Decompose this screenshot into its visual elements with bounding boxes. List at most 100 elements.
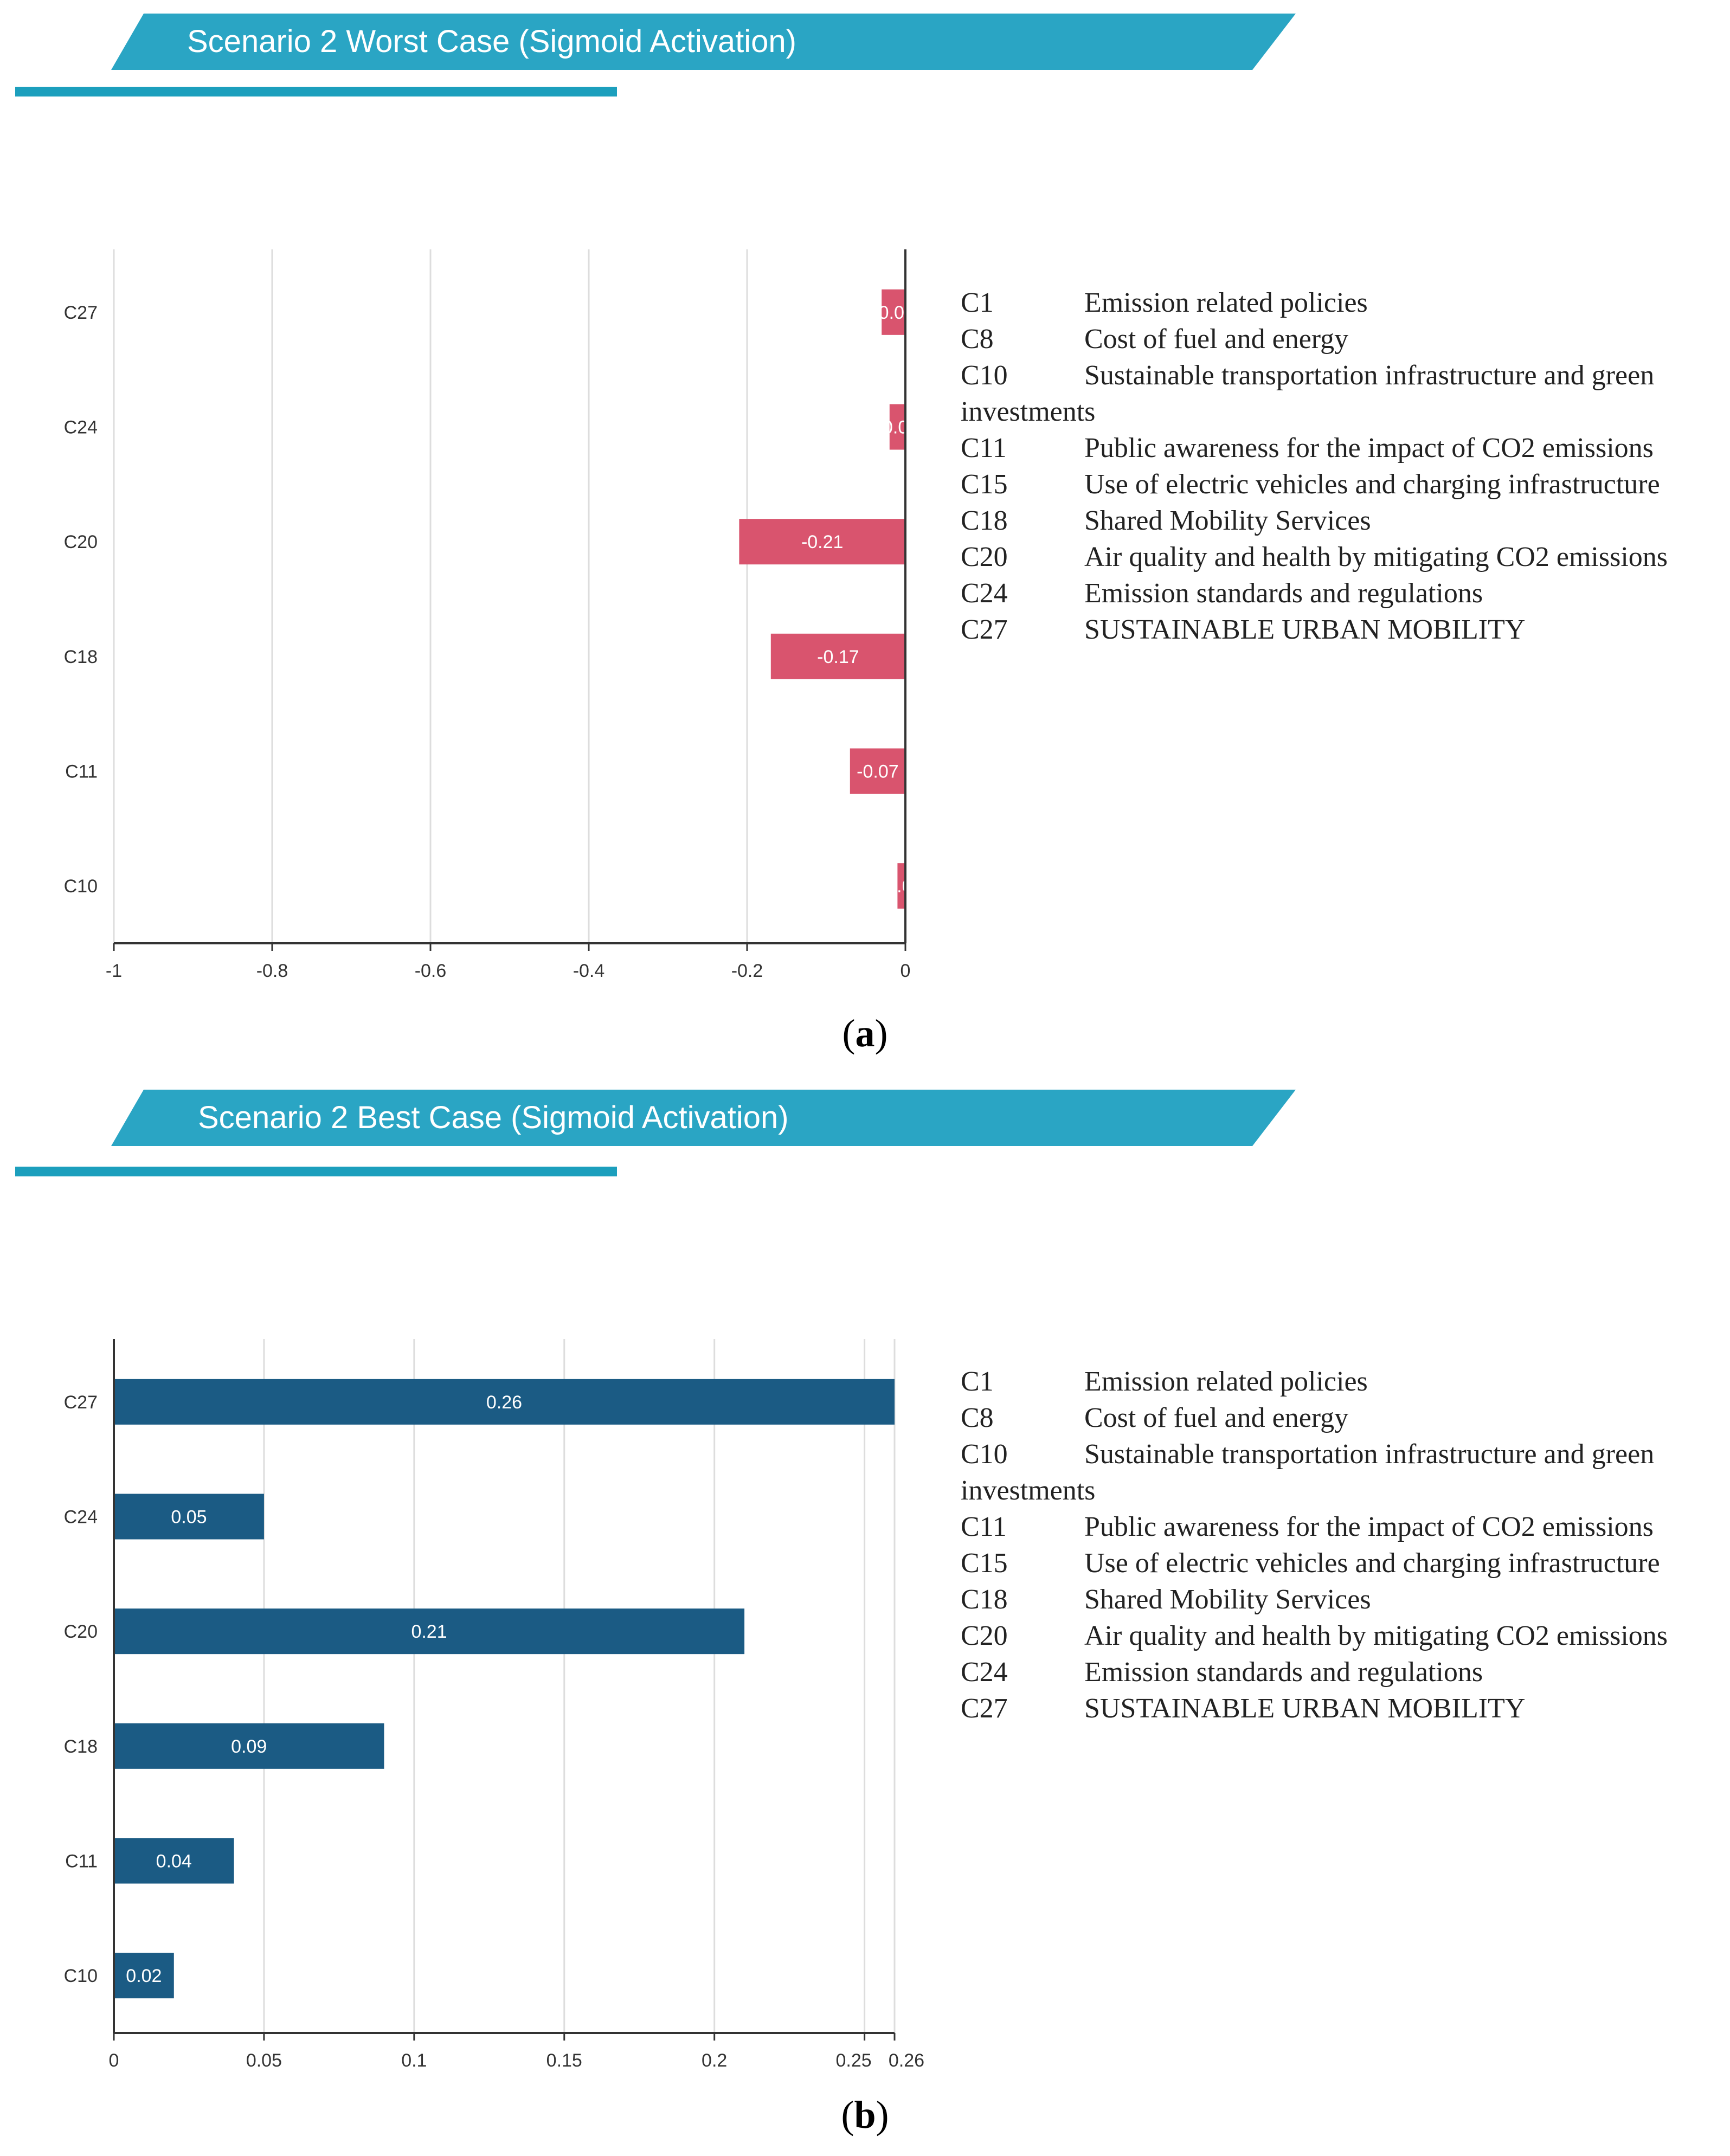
legend-code: C8 — [961, 1402, 994, 1433]
legend-item-c11: C11 Public awareness for the impact of CO… — [961, 1509, 1725, 1545]
panel-best-case: Scenario 2 Best Case (Sigmoid Activation… — [0, 1079, 1730, 2156]
bar-c18 — [114, 1723, 384, 1769]
legend-item-c10: C10 Sustainable transportation infrastruc… — [961, 357, 1725, 430]
legend-item-c24: C24 Emission standards and regulations — [961, 575, 1725, 612]
data-label: -0.01 — [880, 876, 923, 897]
legend-code: C11 — [961, 1511, 1007, 1542]
legend-code: C18 — [961, 1584, 1008, 1615]
bar-c24 — [889, 404, 905, 450]
legend-item-c15: C15 Use of electric vehicles and charging… — [961, 466, 1725, 503]
x-tick-label: -0.6 — [415, 961, 447, 981]
legend-item-c27: C27 SUSTAINABLE URBAN MOBILITY — [961, 1690, 1725, 1727]
data-label: -0.21 — [801, 532, 844, 552]
category-label: C11 — [65, 1851, 98, 1872]
category-label: C20 — [64, 1621, 98, 1642]
category-label: C20 — [64, 532, 98, 552]
bar-c18 — [770, 633, 905, 679]
legend-item-c11: C11 Public awareness for the impact of CO… — [961, 430, 1725, 466]
legend-item-c18: C18 Shared Mobility Services — [961, 503, 1725, 539]
legend-item-c18: C18 Shared Mobility Services — [961, 1581, 1725, 1618]
legend-item-c20: C20 Air quality and health by mitigating … — [961, 539, 1725, 575]
legend-item-c1: C1 Emission related policies — [961, 1363, 1725, 1400]
x-tick-label: -0.8 — [256, 961, 288, 981]
caption-open: ( — [842, 1012, 856, 1055]
legend: C1 Emission related policies C8 Cost of fue… — [961, 285, 1725, 648]
bar-c27 — [882, 289, 905, 335]
legend-item-c1: C1 Emission related policies — [961, 285, 1725, 321]
x-tick-label: 0.25 — [836, 2050, 872, 2071]
legend-description: Cost of fuel and energy — [1084, 1402, 1349, 1433]
chart-title: Scenario 2 Best Case (Sigmoid Activation… — [198, 1100, 789, 1135]
legend-description: Sustainable transportation infrastructur… — [1084, 1439, 1655, 1470]
caption-close: ) — [876, 2093, 889, 2136]
legend-code: C10 — [961, 360, 1008, 391]
legend-item-c8: C8 Cost of fuel and energy — [961, 321, 1725, 357]
title-banner: Scenario 2 Worst Case (Sigmoid Activatio… — [111, 14, 1296, 70]
bar-chart-best: 0.26 C27 0.05 C24 0.21 C20 0.09 C18 0.04 C11 0.02 C… — [64, 1339, 924, 2071]
category-label: C24 — [64, 1507, 98, 1528]
category-label: C10 — [64, 1966, 98, 1986]
data-label: -0.07 — [857, 762, 899, 782]
bar-c20 — [114, 1608, 745, 1655]
legend-description: Cost of fuel and energy — [1084, 324, 1349, 355]
category-label: C18 — [64, 647, 98, 667]
data-label: -0.02 — [877, 417, 919, 438]
legend-description: Public awareness for the impact of CO2 e… — [1084, 433, 1654, 464]
legend-item-c15: C15 Use of electric vehicles and charging… — [961, 1545, 1725, 1581]
caption-letter: b — [854, 2093, 876, 2136]
data-label: 0.02 — [126, 1966, 162, 1986]
legend-code: C10 — [961, 1439, 1008, 1470]
caption-close: ) — [874, 1012, 888, 1055]
data-label: 0.09 — [231, 1736, 267, 1757]
legend-code: C20 — [961, 542, 1008, 572]
chart-title: Scenario 2 Worst Case (Sigmoid Activatio… — [187, 24, 796, 59]
title-banner: Scenario 2 Best Case (Sigmoid Activation… — [111, 1090, 1296, 1146]
x-tick-label: 0.2 — [702, 2050, 727, 2071]
category-label: C27 — [64, 303, 98, 323]
legend-description-continued: investments — [961, 396, 1096, 427]
legend-code: C24 — [961, 578, 1008, 609]
data-label: 0.05 — [171, 1507, 207, 1528]
title-underline — [15, 87, 617, 96]
panel-worst-case: Scenario 2 Worst Case (Sigmoid Activatio… — [0, 14, 1730, 1056]
caption-letter: a — [855, 1012, 875, 1055]
legend-code: C27 — [961, 1693, 1008, 1724]
legend-description-continued: investments — [961, 1475, 1096, 1506]
bar-c10 — [114, 1953, 174, 1999]
bar-c20 — [739, 519, 905, 565]
legend-description: Shared Mobility Services — [1084, 1584, 1371, 1615]
legend-description: Air quality and health by mitigating CO2… — [1084, 542, 1668, 572]
category-label: C11 — [65, 762, 98, 782]
x-tick-label: 0.26 — [889, 2050, 924, 2071]
legend-code: C11 — [961, 433, 1007, 464]
x-tick-label: -1 — [106, 961, 122, 981]
bar-chart-worst: -0.03 C27 -0.02 C24 -0.21 C20 -0.17 C18 -0.07 C11… — [64, 249, 923, 981]
bar-c10 — [897, 863, 905, 909]
category-label: C27 — [64, 1392, 98, 1413]
data-label: -0.03 — [872, 303, 915, 323]
legend-code: C1 — [961, 1366, 994, 1397]
caption-open: ( — [841, 2093, 854, 2136]
legend-code: C15 — [961, 1548, 1008, 1579]
figure-caption: (a) — [0, 1011, 1730, 1056]
legend-description: Air quality and health by mitigating CO2… — [1084, 1620, 1668, 1651]
legend-description: Public awareness for the impact of CO2 e… — [1084, 1511, 1654, 1542]
bar-c27 — [114, 1379, 895, 1425]
legend-description: Emission related policies — [1084, 287, 1368, 318]
title-underline — [15, 1167, 617, 1176]
legend-code: C8 — [961, 324, 994, 355]
legend-description: Use of electric vehicles and charging in… — [1084, 469, 1660, 500]
legend: C1 Emission related policies C8 Cost of fue… — [961, 1363, 1725, 1727]
category-label: C24 — [64, 417, 98, 438]
legend-item-c27: C27 SUSTAINABLE URBAN MOBILITY — [961, 612, 1725, 648]
legend-description: Shared Mobility Services — [1084, 505, 1371, 536]
legend-item-c24: C24 Emission standards and regulations — [961, 1654, 1725, 1690]
data-label: 0.04 — [156, 1851, 192, 1872]
legend-code: C27 — [961, 614, 1008, 645]
data-label: 0.26 — [486, 1392, 522, 1413]
bar-c24 — [114, 1494, 264, 1540]
bar-c11 — [114, 1838, 234, 1884]
legend-code: C24 — [961, 1657, 1008, 1688]
legend-description: Use of electric vehicles and charging in… — [1084, 1548, 1660, 1579]
x-tick-label: 0.1 — [401, 2050, 427, 2071]
